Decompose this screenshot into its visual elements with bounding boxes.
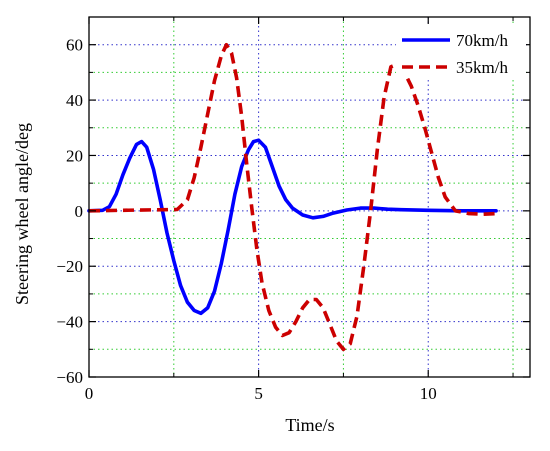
x-axis-title: Time/s [285, 415, 334, 435]
y-tick-label: 20 [66, 146, 83, 165]
y-tick-label: −60 [56, 368, 83, 387]
series-line-35km/h [88, 42, 497, 352]
y-tick-label: −40 [56, 313, 83, 332]
x-tick-label: 5 [254, 384, 263, 403]
y-tick-label: −20 [56, 257, 83, 276]
axes-layer: 0 5 10 −60 −40 −20 0 20 40 60 [56, 16, 531, 403]
y-tick-label: 0 [75, 202, 84, 221]
x-tick-label: 10 [420, 384, 437, 403]
y-axis-title: Steering wheel angle/deg [12, 123, 32, 305]
x-tick-label: 0 [85, 384, 94, 403]
series-line-70km/h [87, 138, 498, 316]
legend-label: 70km/h [456, 31, 508, 50]
legend-label: 35km/h [456, 58, 508, 77]
plot-frame [88, 16, 531, 378]
y-tick-label: 40 [66, 91, 83, 110]
legend: 70km/h 35km/h [396, 24, 526, 78]
legend-box [396, 24, 526, 78]
series-layer [87, 42, 498, 352]
y-tick-label: 60 [66, 36, 83, 55]
